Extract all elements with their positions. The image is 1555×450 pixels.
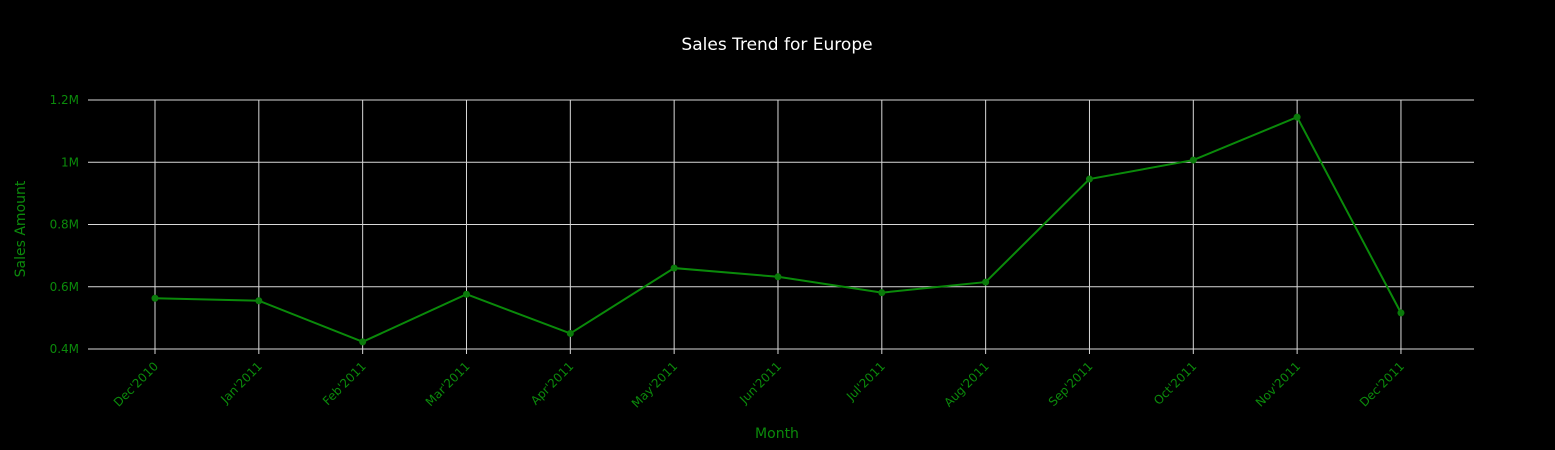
y-tick-label: 0.4M: [50, 342, 79, 356]
data-point[interactable]: [982, 278, 990, 286]
data-point[interactable]: [774, 273, 782, 281]
x-tick-label: Jun'2011: [736, 359, 784, 407]
x-tick-label: Feb'2011: [320, 359, 369, 408]
data-point[interactable]: [670, 264, 678, 272]
x-tick-label: Dec'2011: [1357, 359, 1407, 409]
x-tick-label: Mar'2011: [423, 359, 473, 409]
data-point[interactable]: [566, 329, 574, 337]
y-axis-title: Sales Amount: [13, 180, 29, 277]
data-point[interactable]: [255, 297, 263, 305]
y-tick-label: 1M: [61, 155, 79, 169]
x-tick-label: Sep'2011: [1046, 359, 1096, 409]
x-tick-label: Dec'2010: [111, 359, 161, 409]
y-tick-label: 0.6M: [50, 280, 79, 294]
data-point[interactable]: [1085, 175, 1093, 183]
x-tick-label: Aug'2011: [941, 359, 991, 409]
x-tick-label: Jul'2011: [843, 359, 888, 404]
data-points: [151, 113, 1405, 346]
x-tick-label: Jan'2011: [217, 359, 265, 407]
x-axis-title: Month: [755, 426, 799, 442]
data-point[interactable]: [878, 289, 886, 297]
y-tick-label: 0.8M: [50, 218, 79, 232]
y-tick-label: 1.2M: [50, 93, 79, 107]
x-tick-label: May'2011: [629, 359, 680, 410]
chart-title: Sales Trend for Europe: [681, 35, 872, 55]
data-point[interactable]: [151, 294, 159, 302]
data-point[interactable]: [1293, 113, 1301, 121]
grid: [88, 99, 1474, 354]
x-tick-label: Apr'2011: [528, 359, 577, 408]
data-point[interactable]: [1189, 156, 1197, 164]
x-tick-label: Nov'2011: [1253, 359, 1303, 409]
data-point[interactable]: [462, 290, 470, 298]
data-point[interactable]: [359, 338, 367, 346]
data-point[interactable]: [1397, 309, 1405, 317]
x-tick-label: Oct'2011: [1151, 359, 1200, 408]
y-axis-ticks: 0.4M 0.6M 0.8M 1M 1.2M: [50, 93, 79, 356]
x-axis-ticks: Dec'2010 Jan'2011 Feb'2011 Mar'2011 Apr'2011…: [111, 359, 1407, 410]
